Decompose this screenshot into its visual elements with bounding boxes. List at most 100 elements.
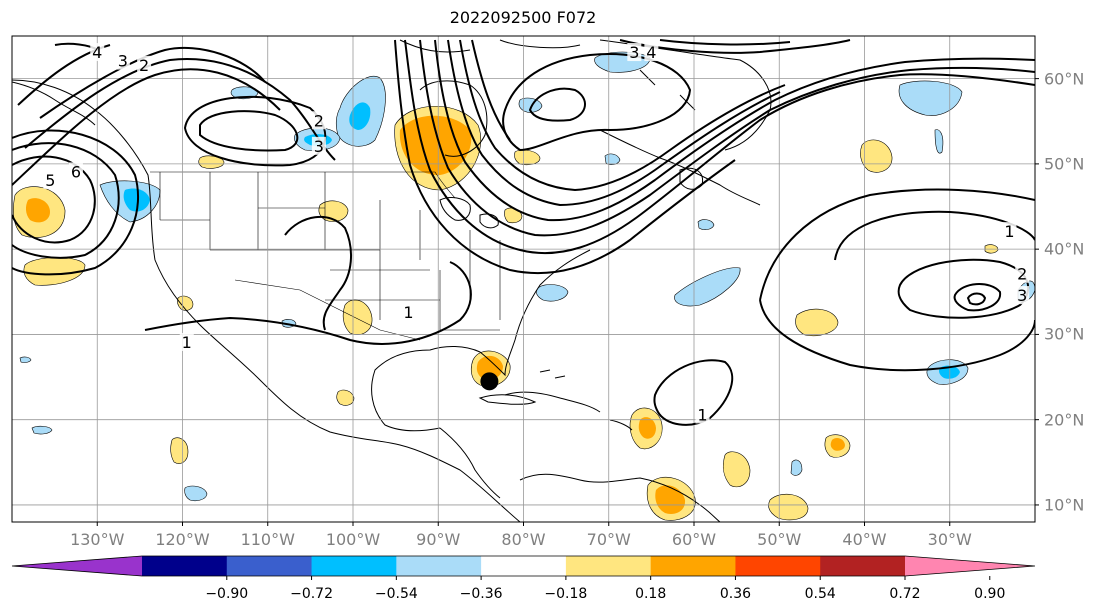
negative-anomaly-11 bbox=[31, 425, 53, 435]
negative-anomaly-9 bbox=[536, 284, 569, 302]
colorbar-tick-label: 0.90 bbox=[974, 586, 1006, 602]
map-title: 2022092500 F072 bbox=[449, 8, 597, 27]
marker-layer bbox=[480, 372, 499, 391]
coastlines bbox=[12, 39, 772, 522]
contour-label-bg bbox=[1015, 264, 1030, 283]
positive-anomaly-atl4 bbox=[722, 451, 751, 488]
graticule bbox=[12, 36, 1035, 522]
contour-label-bg bbox=[311, 136, 326, 155]
storm-center-marker bbox=[480, 372, 499, 391]
contour-trough-5 bbox=[459, 39, 786, 192]
contour-atl-ring-1 bbox=[834, 210, 1035, 261]
positive-anomaly-misc1 bbox=[336, 389, 355, 406]
caribbean-islands bbox=[504, 369, 633, 431]
central-america bbox=[439, 427, 501, 499]
contour-label-bg bbox=[401, 303, 416, 322]
colorbar-segment bbox=[650, 556, 736, 576]
positive-anomaly-gulf-tx bbox=[342, 299, 373, 336]
lat-label: 10°N bbox=[1044, 495, 1085, 515]
contour-label-bg bbox=[1015, 286, 1030, 305]
positive-anomaly-atl3 bbox=[768, 493, 809, 521]
colorbar-segment bbox=[820, 556, 906, 576]
contour-label-bg bbox=[90, 43, 105, 62]
contour-label-bg bbox=[115, 51, 130, 70]
colorbar-tick-label: −0.36 bbox=[459, 586, 503, 602]
colorbar-tick-label: 0.18 bbox=[635, 586, 667, 602]
na-west-coast bbox=[12, 79, 521, 522]
contour-low-west-1 bbox=[39, 46, 266, 119]
contour-label: 1 bbox=[403, 303, 413, 322]
lon-label: 100°W bbox=[325, 530, 381, 549]
contour-label: 4 bbox=[92, 43, 102, 62]
lon-label: 50°W bbox=[757, 530, 802, 549]
contour-label: 5 bbox=[45, 171, 55, 190]
contour-label: 4 bbox=[646, 43, 656, 62]
anomaly-shading bbox=[12, 51, 1035, 521]
contour-north-ring bbox=[502, 53, 692, 152]
lat-label: 40°N bbox=[1044, 239, 1085, 259]
contour-pac-high-1 bbox=[12, 155, 96, 244]
colorbar-tick-label: 0.54 bbox=[804, 586, 836, 602]
lon-label: 40°W bbox=[842, 530, 887, 549]
south-america bbox=[519, 473, 721, 522]
contour-label: 6 bbox=[71, 162, 81, 181]
contour-label: 1 bbox=[697, 405, 707, 424]
colorbar-tick-label: 0.72 bbox=[889, 586, 921, 602]
contour-trough-7 bbox=[394, 39, 736, 275]
contour-label-bg bbox=[1002, 222, 1017, 241]
contour-trough-3 bbox=[434, 39, 1035, 222]
cuba bbox=[478, 394, 537, 405]
positive-anomaly-carib-core bbox=[638, 417, 656, 439]
colorbar-segment bbox=[481, 556, 567, 576]
colorbar-segment bbox=[142, 556, 228, 576]
contour-low-west-3 bbox=[12, 68, 281, 186]
positive-anomaly-sa-core bbox=[655, 485, 686, 514]
negative-anomaly-17 bbox=[604, 153, 621, 165]
lon-label: 130°W bbox=[70, 530, 125, 549]
positive-anomaly-misc6 bbox=[514, 149, 541, 166]
labrador-coast bbox=[599, 129, 761, 206]
colorbar-tick-label: −0.18 bbox=[544, 586, 588, 602]
contour-label-bg bbox=[627, 43, 642, 62]
contour-atl-ring-2 bbox=[897, 258, 1030, 319]
contour-central bbox=[284, 215, 352, 331]
contour-carib-ring bbox=[653, 359, 734, 426]
positive-anomaly-misc4 bbox=[177, 295, 194, 311]
colorbar-tick-label: 0.36 bbox=[719, 586, 752, 602]
positive-anomaly-atl1 bbox=[860, 139, 893, 173]
contour-trough-4 bbox=[447, 39, 781, 207]
negative-anomaly-5 bbox=[674, 267, 741, 307]
negative-anomaly-14 bbox=[790, 459, 803, 476]
contour-label: 3 bbox=[1017, 286, 1027, 305]
negative-anomaly-8 bbox=[230, 86, 259, 100]
contour-label-bg bbox=[644, 43, 659, 62]
colorbar-tick-label: −0.90 bbox=[205, 586, 249, 602]
lat-label: 50°N bbox=[1044, 154, 1085, 174]
negative-anomaly-15 bbox=[518, 97, 543, 113]
negative-anomaly-1-core bbox=[349, 102, 371, 130]
contour-label-bg bbox=[311, 111, 326, 130]
colorbar-extend-max bbox=[905, 556, 1035, 576]
negative-anomaly-16 bbox=[19, 356, 32, 363]
contour-label: 2 bbox=[139, 56, 149, 75]
colorbar-segment bbox=[565, 556, 652, 576]
contour-atl-ring-3 bbox=[953, 283, 1002, 312]
colorbar bbox=[11, 555, 1036, 580]
contour-trough-2 bbox=[419, 39, 1035, 237]
colorbar-segment bbox=[226, 556, 313, 576]
lat-label: 30°N bbox=[1044, 324, 1085, 344]
contour-low-west-2 bbox=[24, 58, 336, 161]
lon-label: 110°W bbox=[240, 530, 295, 549]
contour-atl-ring-4 bbox=[966, 292, 987, 306]
colorbar-extend-min bbox=[12, 556, 142, 576]
contour-label-bg bbox=[179, 332, 194, 351]
negative-anomaly-12 bbox=[697, 219, 715, 230]
na-east-coast bbox=[371, 249, 591, 432]
arctic-islands bbox=[399, 39, 696, 111]
lat-label: 20°N bbox=[1044, 410, 1085, 430]
positive-anomaly-mexico bbox=[170, 437, 189, 464]
colorbar-tick-label: −0.72 bbox=[290, 586, 333, 602]
contour-north-ring-2 bbox=[528, 87, 586, 122]
